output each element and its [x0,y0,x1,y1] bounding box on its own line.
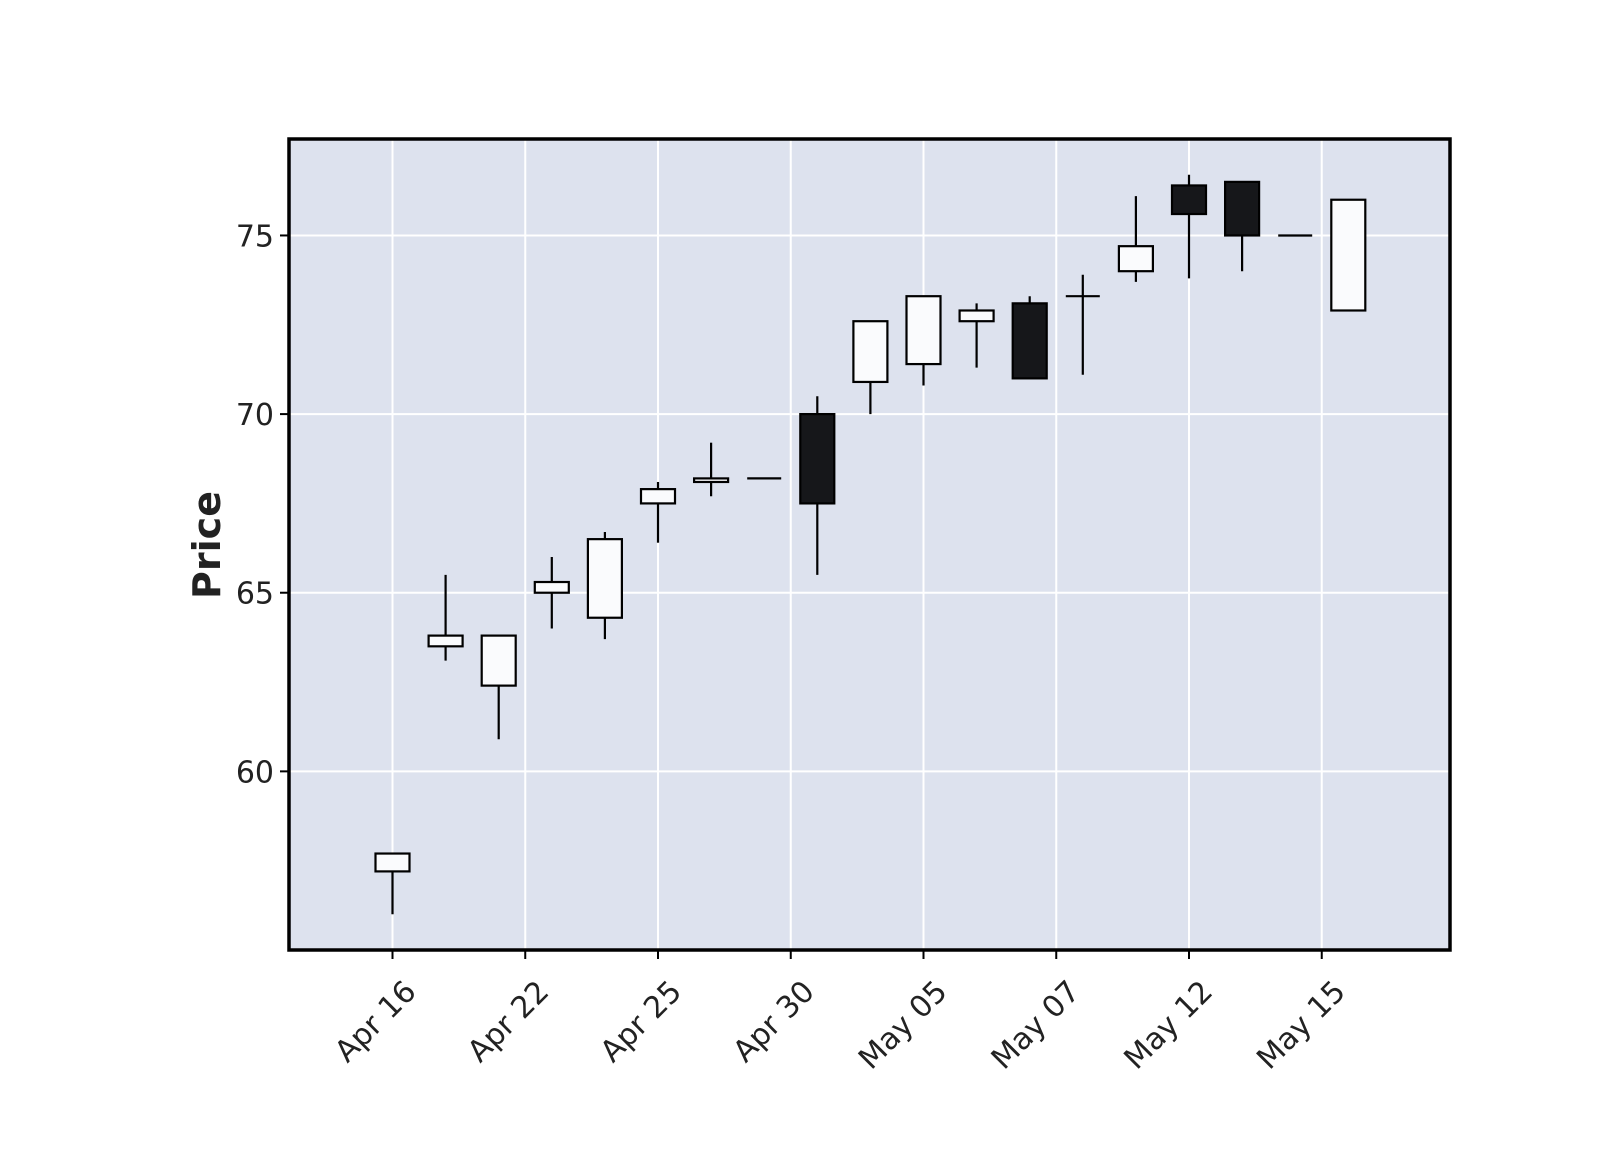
candle-body [958,309,995,323]
x-tick-label: Apr 22 [461,974,556,1069]
candle [1223,180,1261,272]
plot-frame [287,137,1452,952]
x-tick-label: May 05 [852,974,954,1076]
x-axis-ticks: Apr 16 Apr 22 Apr 25 Apr 30 May 05 May 07 May … [328,950,1353,1077]
x-tick-label: May 15 [1250,974,1352,1076]
x-tick-label: Apr 25 [594,974,689,1069]
candle [533,557,570,629]
candle [639,481,677,543]
candle [374,852,411,915]
candle-body [480,634,517,687]
candle [799,396,836,575]
x-tick-label: Apr 30 [726,974,821,1069]
candle [1170,174,1208,279]
candle-body [586,538,624,619]
candle [480,634,517,740]
y-tick-label: 70 [236,398,274,433]
candle-body [692,477,730,484]
candle [852,320,889,415]
x-tick-label: May 07 [985,974,1087,1076]
candle [905,295,942,386]
candle [586,531,624,640]
candle-body [852,320,889,384]
candle-body [1330,198,1367,312]
y-axis-title: Price [185,491,229,599]
y-tick-label: 75 [236,219,274,254]
candle-body [1011,302,1048,380]
y-tick-label: 60 [236,755,274,790]
candle-body [799,412,836,505]
y-tick-label: 65 [236,577,274,612]
candle-body [374,852,411,873]
candle [1011,296,1048,380]
candle [958,303,995,368]
plot-background [289,139,1450,950]
candle [1117,196,1155,282]
candle-body [533,580,570,594]
candle-body [1223,180,1261,237]
candle [692,442,730,497]
x-tick-label: Apr 16 [328,974,423,1069]
y-axis-ticks: 60 65 70 75 [236,219,289,790]
candle [427,574,464,661]
candle [1330,198,1367,312]
candle-body [427,634,464,648]
candle [1065,274,1100,375]
candle-body [639,488,677,505]
candle-body [1170,184,1208,216]
x-tick-label: May 12 [1118,974,1220,1076]
candles [374,174,1367,915]
candle-body [1117,245,1155,273]
candle-body [905,295,942,366]
